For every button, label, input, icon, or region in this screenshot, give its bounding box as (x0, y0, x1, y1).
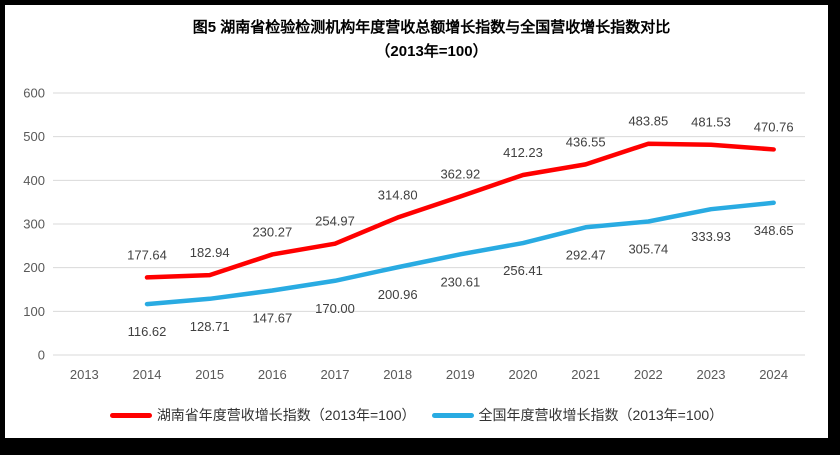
x-axis-tick-label: 2024 (759, 367, 788, 382)
chart-title-line1: 图5 湖南省检验检测机构年度营收总额增长指数与全国营收增长指数对比 (192, 19, 671, 36)
data-label: 177.64 (127, 247, 167, 262)
x-axis-tick-label: 2021 (571, 367, 600, 382)
chart-legend: 湖南省年度营收增长指数（2013年=100） 全国年度营收增长指数（2013年=1… (5, 405, 828, 425)
x-axis-tick-label: 2023 (697, 367, 726, 382)
data-label: 305.74 (628, 241, 668, 256)
data-label: 128.71 (190, 319, 230, 334)
data-label: 481.53 (691, 115, 731, 130)
legend-swatch (431, 412, 474, 418)
data-label: 116.62 (128, 324, 167, 339)
data-label: 147.67 (252, 311, 292, 326)
data-label: 256.41 (503, 263, 543, 278)
y-axis-tick-label: 600 (23, 86, 45, 101)
data-label: 292.47 (566, 247, 606, 262)
y-axis-tick-label: 400 (23, 173, 45, 188)
x-axis-tick-label: 2016 (258, 367, 287, 382)
chart-plot-area: 0 100 200 300 400 500 600 2013 2014 2015 2016 2017 2… (23, 86, 805, 382)
series-line-0 (144, 141, 776, 280)
data-label: 470.76 (754, 119, 794, 134)
chart-title-line2: （2013年=100） (375, 43, 488, 60)
x-axis-tick-label: 2022 (634, 367, 663, 382)
data-label: 170.00 (315, 301, 355, 316)
series-line-1 (144, 200, 776, 307)
y-axis-tick-label: 200 (23, 260, 45, 275)
legend-item: 全国年度营收增长指数（2013年=100） (431, 405, 724, 425)
data-label: 483.85 (628, 114, 668, 129)
data-label: 230.27 (252, 224, 292, 239)
chart-title: 图5 湖南省检验检测机构年度营收总额增长指数与全国营收增长指数对比 （2013年… (35, 16, 828, 64)
data-label: 182.94 (190, 245, 230, 260)
legend-label: 全国年度营收增长指数（2013年=100） (478, 407, 724, 423)
data-label: 230.61 (440, 274, 480, 289)
legend-item: 湖南省年度营收增长指数（2013年=100） (109, 405, 416, 425)
x-axis-tick-label: 2015 (195, 367, 224, 382)
y-axis-tick-label: 500 (23, 129, 45, 144)
x-axis-tick-label: 2020 (509, 367, 538, 382)
data-label: 254.97 (315, 214, 355, 229)
y-axis-tick-label: 0 (38, 348, 45, 363)
data-label: 200.96 (378, 287, 418, 302)
legend-swatch (109, 412, 152, 418)
data-label: 348.65 (754, 223, 794, 238)
data-label: 333.93 (691, 229, 731, 244)
data-label: 436.55 (566, 134, 606, 149)
x-axis-tick-label: 2019 (446, 367, 475, 382)
chart-frame: 图5 湖南省检验检测机构年度营收总额增长指数与全国营收增长指数对比 （2013年… (5, 5, 828, 438)
data-label: 314.80 (378, 188, 418, 203)
legend-label: 湖南省年度营收增长指数（2013年=100） (156, 407, 416, 423)
data-label: 412.23 (503, 145, 543, 160)
y-axis-tick-label: 300 (23, 217, 45, 232)
y-axis-tick-label: 100 (23, 304, 45, 319)
x-axis-tick-label: 2017 (321, 367, 350, 382)
data-label: 362.92 (440, 167, 480, 182)
x-axis-tick-label: 2014 (133, 367, 162, 382)
x-axis-tick-label: 2013 (70, 367, 99, 382)
x-axis-tick-label: 2018 (383, 367, 412, 382)
